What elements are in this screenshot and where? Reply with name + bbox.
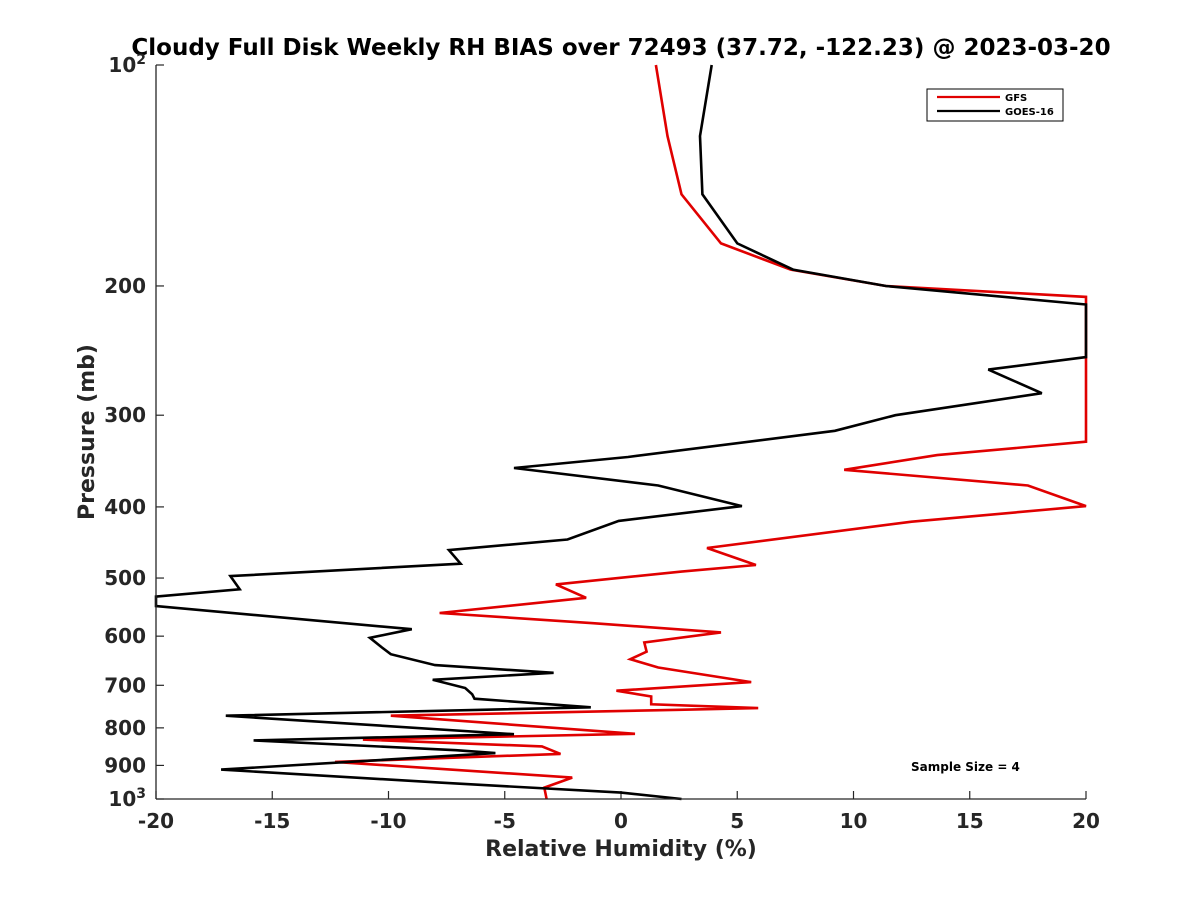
legend: GFS GOES-16 [926,88,1064,122]
plot-background [156,65,1086,799]
x-tick-label: -15 [254,809,290,833]
chart-title: Cloudy Full Disk Weekly RH BIAS over 724… [131,35,1110,61]
legend-label-goes16: GOES-16 [1005,107,1054,118]
y-tick-label: 600 [104,624,146,648]
y-tick-label: 400 [104,495,146,519]
x-tick-label: 5 [730,809,744,833]
x-tick-label: 20 [1072,809,1100,833]
x-tick-label: -20 [138,809,174,833]
y-tick-label: 700 [104,673,146,697]
y-tick-label: 900 [104,753,146,777]
series-line-goes16 [154,64,1088,801]
legend-label-gfs: GFS [1005,93,1027,104]
x-tick-label: 10 [840,809,868,833]
y-tick-label: 300 [104,403,146,427]
x-tick-label: 15 [956,809,984,833]
sample-size-annotation: Sample Size = 4 [911,760,1020,774]
x-tick-label: -10 [370,809,406,833]
x-axis-ticks: -20 -15 -10 -5 0 5 10 15 20 [138,791,1100,833]
plot-area [156,65,1086,799]
series-line-gfs [334,64,1088,800]
x-tick-label: 0 [614,809,628,833]
x-axis-label: Relative Humidity (%) [485,837,757,862]
y-tick-label: 200 [104,274,146,298]
series-layer [154,64,1088,801]
y-tick-label: 500 [104,566,146,590]
y-tick-label: 800 [104,716,146,740]
legend-box [926,88,1064,122]
x-tick-label: -5 [494,809,516,833]
y-axis-label: Pressure (mb) [75,344,100,520]
